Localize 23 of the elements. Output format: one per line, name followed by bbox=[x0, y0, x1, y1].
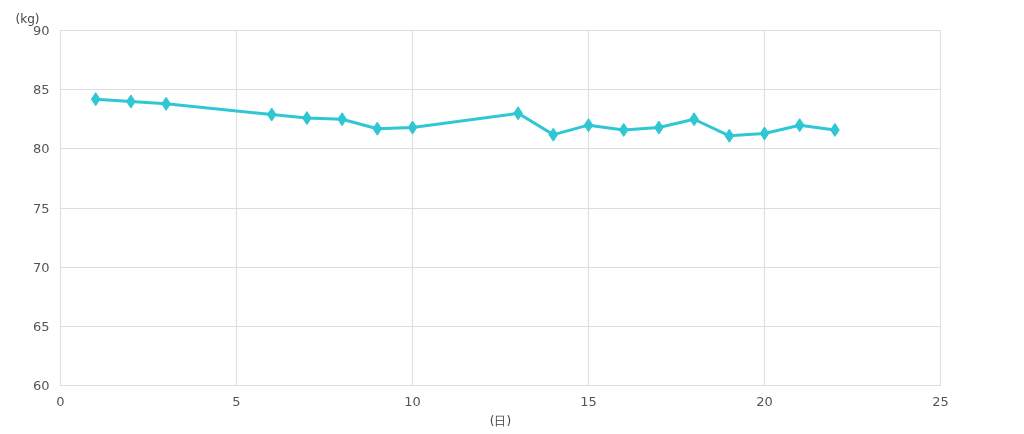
point bbox=[90, 92, 101, 107]
point bbox=[372, 121, 383, 136]
y-tick-label: 80 bbox=[32, 141, 50, 157]
x-tick-label: 0 bbox=[56, 393, 65, 409]
point bbox=[618, 122, 629, 137]
point bbox=[759, 126, 770, 141]
y-tick-label: 70 bbox=[32, 259, 50, 275]
y-tick-label: 75 bbox=[32, 200, 50, 216]
y-tick-label: 85 bbox=[32, 82, 50, 98]
x-tick-label: 25 bbox=[932, 393, 949, 409]
y-tick-label: 60 bbox=[32, 378, 50, 393]
point bbox=[583, 118, 594, 133]
point bbox=[266, 107, 277, 122]
y-tick-label: 65 bbox=[32, 318, 50, 334]
x-tick-label: 20 bbox=[756, 393, 773, 409]
point bbox=[548, 127, 559, 142]
x-axis-title: (日) bbox=[489, 413, 512, 428]
point bbox=[794, 118, 805, 133]
x-tick-label: 10 bbox=[404, 393, 421, 409]
x-tick-label: 15 bbox=[580, 393, 597, 409]
point bbox=[407, 120, 418, 135]
x-tick-label: 5 bbox=[232, 393, 241, 409]
point bbox=[724, 128, 735, 143]
